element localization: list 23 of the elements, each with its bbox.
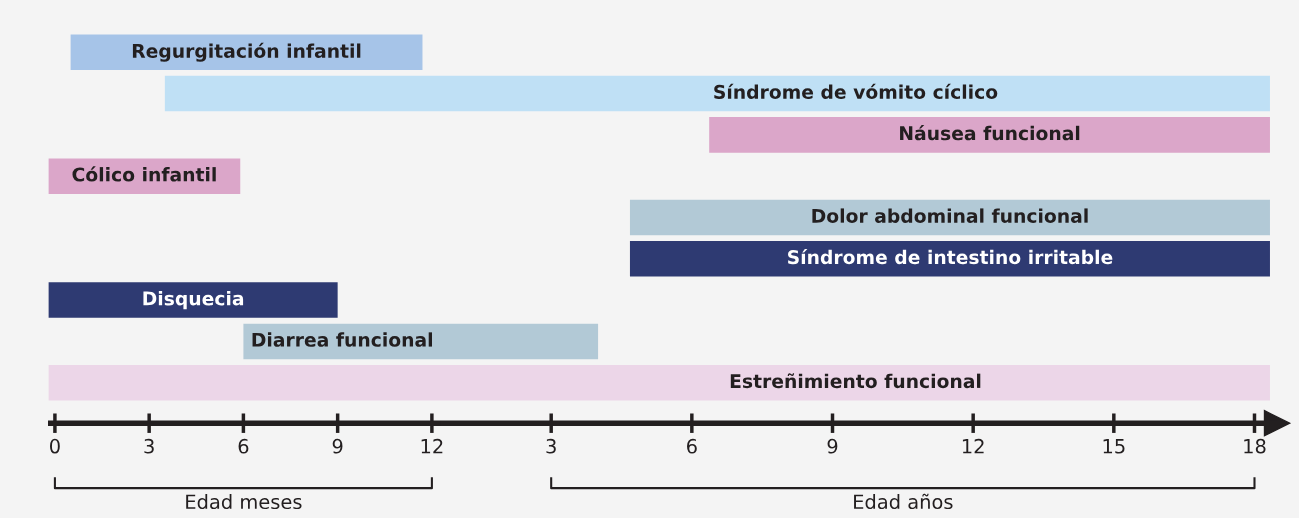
y-tick-label: Diarrea funcional	[252, 332, 432, 347]
x-tick-label: 3	[144, 438, 154, 454]
x-tick-label: 15	[1103, 439, 1125, 454]
y-tick-label: Regurgitación infantil	[132, 42, 361, 62]
x-tick-label: 6	[238, 438, 249, 454]
category-label: Estreñimiento funcional	[730, 373, 981, 389]
x-tick-label: 12	[421, 438, 443, 454]
category-label: Síndrome de intestino irritable	[788, 248, 1113, 265]
bar	[48, 282, 338, 318]
category-label: Náusea funcional	[900, 125, 1080, 141]
y-tick-label: Cólico infantil	[72, 166, 216, 182]
y-tick-label: Disquecia	[143, 291, 244, 310]
category-label: Síndrome de vómito cíclico	[714, 83, 998, 99]
x-tick-label: 9	[332, 438, 343, 454]
text: Edad meses	[186, 494, 302, 510]
x-tick-label: 18	[1244, 438, 1266, 454]
x-tick-label: 12	[962, 438, 984, 454]
x-tick-label: 6	[687, 438, 697, 454]
x-tick-label: 9	[827, 438, 838, 454]
x-tick-label: 0	[50, 438, 60, 454]
category-label: Dolor abdominal funcional	[812, 208, 1088, 223]
text: Edad años	[854, 493, 953, 510]
x-tick-label: 3	[546, 438, 556, 454]
